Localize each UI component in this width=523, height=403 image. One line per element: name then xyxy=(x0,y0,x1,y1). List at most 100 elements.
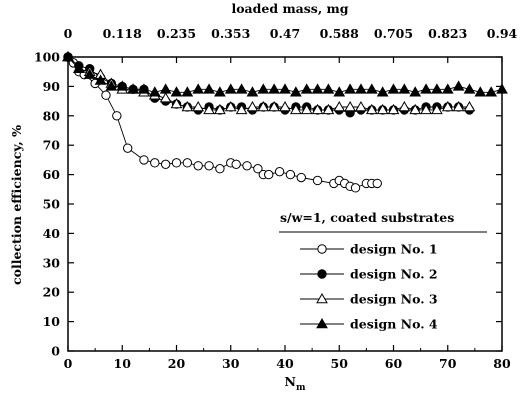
data-point xyxy=(203,103,215,115)
legend-label: design No. 2 xyxy=(350,267,438,282)
data-point xyxy=(355,83,367,94)
data-point xyxy=(192,83,205,94)
data-point xyxy=(279,83,291,94)
data-point xyxy=(333,100,346,112)
top-axis-title: loaded mass, mg xyxy=(231,1,348,16)
data-point xyxy=(474,86,487,97)
x-tick-label: 10 xyxy=(114,356,132,371)
data-point xyxy=(463,100,476,112)
x-axis-ticks: 0 10 20 30 40 50 60 70 80 xyxy=(64,57,511,371)
legend-marker xyxy=(316,317,328,329)
data-point xyxy=(420,103,432,115)
y-tick-label: 70 xyxy=(43,138,61,153)
series-line xyxy=(67,56,470,114)
data-point xyxy=(235,103,248,115)
data-point xyxy=(246,100,259,112)
data-point xyxy=(312,175,323,186)
data-point xyxy=(235,83,248,94)
data-point xyxy=(376,103,389,115)
x-tick-label: 60 xyxy=(385,356,403,371)
data-point xyxy=(170,98,183,109)
data-point xyxy=(372,178,382,189)
data-point xyxy=(344,83,356,94)
data-point xyxy=(159,83,172,94)
data-point xyxy=(127,83,139,94)
legend-entry: design No. 3 xyxy=(300,292,438,307)
x-tick-label: 20 xyxy=(168,356,186,371)
y-tick-label: 50 xyxy=(43,197,61,212)
data-point xyxy=(122,143,133,153)
data-point xyxy=(376,86,389,97)
y-tick-label: 100 xyxy=(34,50,60,65)
legend-entry: design No. 1 xyxy=(300,242,438,257)
data-point xyxy=(231,159,241,170)
x-tick-label: 80 xyxy=(493,356,511,371)
data-point xyxy=(62,50,74,62)
data-point xyxy=(289,86,302,97)
data-point xyxy=(431,83,443,94)
data-point xyxy=(159,92,172,103)
data-point xyxy=(224,83,237,94)
data-point xyxy=(300,83,313,94)
data-point xyxy=(300,103,313,115)
data-point xyxy=(311,103,324,115)
legend-label: design No. 3 xyxy=(350,292,438,307)
legend: s/w=1, coated substrates design No. 1des… xyxy=(279,210,487,332)
top-axis-ticks: 0 0.118 0.235 0.353 0.47 0.588 0.705 0.823 0.94 xyxy=(64,26,518,41)
legend-marker xyxy=(317,269,327,279)
legend-items: design No. 1 design No. 2 design No. 3 desi… xyxy=(300,242,438,332)
data-point xyxy=(148,86,161,97)
data-point xyxy=(72,62,85,74)
data-point xyxy=(268,100,281,112)
y-tick-label: 0 xyxy=(51,344,60,359)
data-point xyxy=(322,83,335,94)
x-tick-label: 70 xyxy=(439,356,457,371)
data-point xyxy=(257,83,270,94)
series-1 xyxy=(63,52,382,193)
data-point xyxy=(398,100,411,112)
top-tick-label: 0.705 xyxy=(374,26,413,41)
data-point xyxy=(182,158,193,168)
y-tick-label: 40 xyxy=(43,226,61,241)
series-4 xyxy=(62,50,508,97)
top-tick-label: 0.47 xyxy=(270,26,300,41)
data-point xyxy=(83,68,96,79)
data-point xyxy=(296,172,306,183)
legend-marker xyxy=(317,244,327,254)
legend-entry: design No. 4 xyxy=(300,317,438,332)
data-point xyxy=(181,86,194,97)
legend-label: design No. 4 xyxy=(350,317,438,332)
y-tick-label: 60 xyxy=(43,167,61,182)
x-tick-label: 0 xyxy=(64,356,73,371)
data-point xyxy=(387,83,400,94)
x-axis-title-subscript: m xyxy=(296,383,306,393)
data-point xyxy=(204,161,214,171)
data-point xyxy=(441,83,454,94)
data-point xyxy=(224,100,237,112)
y-axis-title: collection efficiency, % xyxy=(9,125,24,285)
data-point xyxy=(112,111,122,121)
top-tick-label: 0.823 xyxy=(428,26,467,41)
data-point xyxy=(485,86,498,97)
data-point xyxy=(387,103,400,115)
data-point xyxy=(215,164,225,174)
data-point xyxy=(344,100,356,112)
legend-title: s/w=1, coated substrates xyxy=(280,210,454,225)
y-tick-label: 10 xyxy=(43,314,61,329)
data-point xyxy=(105,80,118,91)
data-point xyxy=(150,158,160,168)
y-tick-label: 80 xyxy=(43,108,61,123)
data-point xyxy=(350,183,361,193)
data-point xyxy=(409,86,422,97)
data-point xyxy=(274,166,285,177)
data-point xyxy=(253,164,263,174)
data-point xyxy=(160,159,171,170)
data-point xyxy=(116,80,129,91)
data-point xyxy=(170,86,183,97)
top-tick-label: 0.353 xyxy=(211,26,250,41)
data-point xyxy=(289,103,302,115)
data-point xyxy=(441,100,454,112)
data-point xyxy=(268,83,281,94)
data-point xyxy=(365,83,378,94)
